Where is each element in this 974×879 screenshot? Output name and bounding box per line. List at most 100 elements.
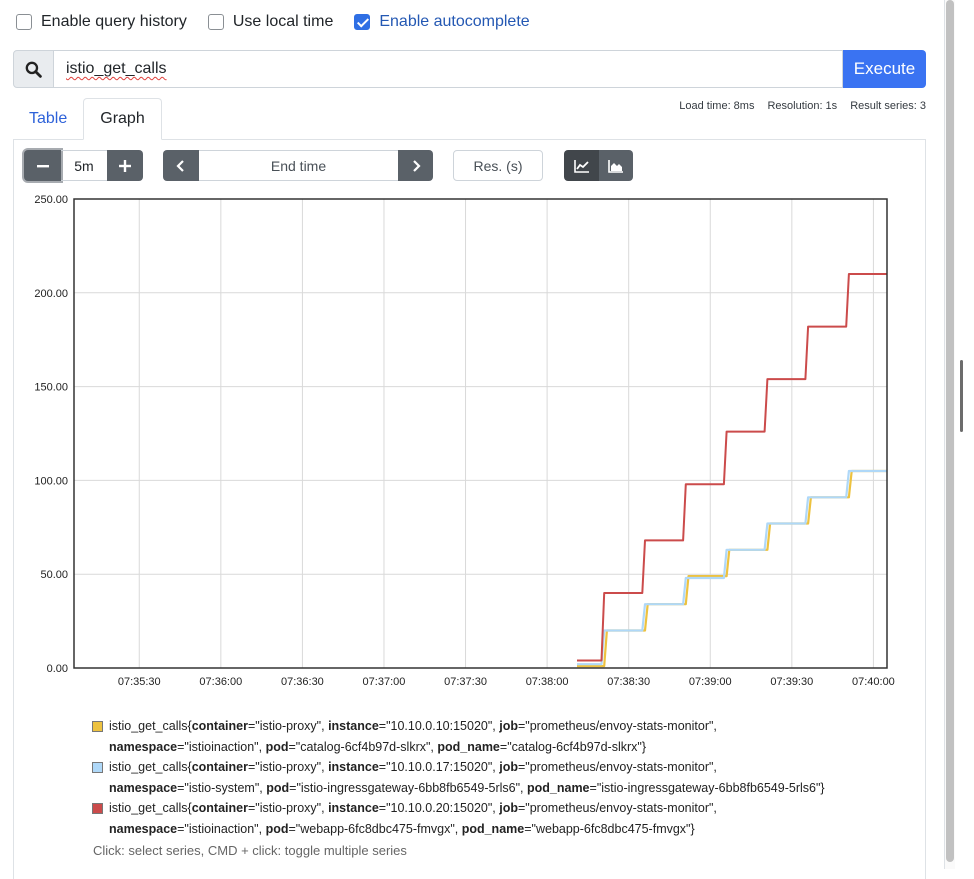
legend-swatch xyxy=(92,721,103,732)
x-tick-label: 07:39:00 xyxy=(689,676,732,688)
local-time-label: Use local time xyxy=(232,13,334,30)
legend-label-key: pod_name xyxy=(437,739,500,754)
end-time-forward-button[interactable] xyxy=(398,150,433,181)
series-line xyxy=(577,469,887,666)
execute-button[interactable]: Execute xyxy=(843,50,926,88)
legend-label-value: "istioinaction", xyxy=(184,739,266,754)
legend-hint: Click: select series, CMD + click: toggl… xyxy=(93,843,407,858)
x-tick-label: 07:39:30 xyxy=(770,676,813,688)
query-bar: istio_get_calls Execute xyxy=(13,50,926,88)
tab-graph[interactable]: Graph xyxy=(83,98,162,140)
end-time-input[interactable]: End time xyxy=(199,150,398,181)
legend-label-value: "istio-proxy", xyxy=(255,760,329,774)
legend-label-value: "istio-ingressgateway-6bb8fb6549-5rls6"} xyxy=(596,780,825,795)
option-autocomplete[interactable]: Enable autocomplete xyxy=(354,13,530,31)
y-tick-label: 150.00 xyxy=(34,382,68,394)
tabs-divider xyxy=(13,139,926,140)
legend-item[interactable]: istio_get_calls{container="istio-proxy",… xyxy=(92,798,912,839)
legend-label-key: namespace xyxy=(109,780,178,795)
legend-label-value: "prometheus/envoy-stats-monitor", xyxy=(525,801,717,815)
x-tick-label: 07:37:30 xyxy=(444,676,487,688)
legend-label-value: "istio-proxy", xyxy=(255,719,329,733)
local-time-checkbox[interactable] xyxy=(207,14,224,30)
option-query-history[interactable]: Enable query history xyxy=(16,13,187,31)
legend-label-value: "webapp-6fc8dbc475-fmvgx", xyxy=(295,821,462,836)
result-series: Result series: 3 xyxy=(850,100,926,112)
x-tick-label: 07:38:00 xyxy=(526,676,569,688)
load-time: Load time: 8ms xyxy=(679,100,755,112)
legend-metric: istio_get_calls{ xyxy=(109,760,192,774)
legend-label-key: pod_name xyxy=(527,780,590,795)
resolution-input[interactable]: Res. (s) xyxy=(453,150,543,181)
query-input[interactable]: istio_get_calls xyxy=(54,50,843,88)
legend-item[interactable]: istio_get_calls{container="istio-proxy",… xyxy=(92,757,912,798)
page-divider xyxy=(944,0,945,869)
y-tick-label: 100.00 xyxy=(34,475,68,487)
legend-swatch xyxy=(92,762,103,773)
resolution: Resolution: 1s xyxy=(767,100,838,112)
legend-label-key: instance xyxy=(328,719,379,733)
option-local-time[interactable]: Use local time xyxy=(207,13,334,31)
legend-label-key: job xyxy=(499,801,518,815)
x-tick-label: 07:36:30 xyxy=(281,676,324,688)
area-chart-icon xyxy=(608,159,623,173)
legend-label-value: "webapp-6fc8dbc475-fmvgx"} xyxy=(531,821,695,836)
plot-area xyxy=(74,199,887,668)
x-tick-label: 07:38:30 xyxy=(607,676,650,688)
unstacked-button[interactable] xyxy=(564,150,599,181)
range-increase-button[interactable] xyxy=(107,150,143,181)
legend-label-value: "10.10.0.17:15020", xyxy=(386,760,500,774)
y-tick-label: 50.00 xyxy=(40,569,68,581)
legend-item[interactable]: istio_get_calls{container="istio-proxy",… xyxy=(92,716,912,757)
query-history-label: Enable query history xyxy=(41,13,187,30)
legend-label-key: container xyxy=(191,801,248,815)
query-stats: Load time: 8ms Resolution: 1s Result ser… xyxy=(666,100,926,112)
plus-icon xyxy=(119,159,131,172)
autocomplete-checkbox[interactable] xyxy=(354,14,371,30)
legend-label-key: job xyxy=(499,760,518,774)
tab-table[interactable]: Table xyxy=(29,110,68,127)
legend-metric: istio_get_calls{ xyxy=(109,801,192,815)
query-options: Enable query history Use local time Enab… xyxy=(16,12,551,32)
chevron-right-icon xyxy=(412,159,421,172)
x-tick-label: 07:35:30 xyxy=(118,676,161,688)
legend-label-value: "istio-system", xyxy=(184,780,267,795)
legend-label-key: instance xyxy=(328,760,379,774)
chevron-left-icon xyxy=(176,159,184,172)
end-time-back-button[interactable] xyxy=(163,150,199,181)
legend-label-value: "istio-proxy", xyxy=(255,801,329,815)
line-chart-icon xyxy=(573,159,589,173)
scrollbar-thumb[interactable] xyxy=(946,0,954,862)
legend-label-value: "istio-ingressgateway-6bb8fb6549-5rls6", xyxy=(296,780,527,795)
graph-chart[interactable]: 0.00 50.00 100.00 150.00 200.00 250.00 07:35:3… xyxy=(0,190,940,695)
legend-label-key: pod_name xyxy=(461,821,525,836)
series-legend: istio_get_calls{container="istio-proxy",… xyxy=(92,716,912,839)
legend-label-key: job xyxy=(499,719,518,733)
y-tick-label: 250.00 xyxy=(34,194,68,206)
autocomplete-label: Enable autocomplete xyxy=(379,13,530,30)
x-tick-label: 07:40:00 xyxy=(852,676,895,688)
x-tick-label: 07:37:00 xyxy=(363,676,406,688)
legend-label-value: "10.10.0.10:15020", xyxy=(386,719,500,733)
legend-label-value: "catalog-6cf4b97d-slkrx"} xyxy=(507,739,647,754)
y-tick-label: 0.00 xyxy=(47,663,68,675)
x-tick-label: 07:36:00 xyxy=(199,676,242,688)
view-tabs: Table Graph xyxy=(13,98,162,140)
minus-icon xyxy=(36,164,49,167)
legend-label-value: "prometheus/envoy-stats-monitor", xyxy=(525,760,717,774)
query-history-checkbox[interactable] xyxy=(16,14,32,30)
y-tick-label: 200.00 xyxy=(34,288,68,300)
legend-label-key: instance xyxy=(328,801,379,815)
range-decrease-button[interactable] xyxy=(24,150,61,181)
query-text: istio_get_calls xyxy=(66,60,167,77)
legend-swatch xyxy=(92,803,103,814)
resize-grip[interactable] xyxy=(960,360,963,432)
legend-label-key: namespace xyxy=(109,821,178,836)
window-edge xyxy=(959,0,974,869)
stacked-button[interactable] xyxy=(599,150,633,181)
search-prefix xyxy=(13,50,54,88)
legend-label-key: pod xyxy=(265,821,289,836)
graph-panel xyxy=(13,139,926,879)
legend-label-key: pod xyxy=(266,780,290,795)
range-input[interactable]: 5m xyxy=(61,150,107,181)
